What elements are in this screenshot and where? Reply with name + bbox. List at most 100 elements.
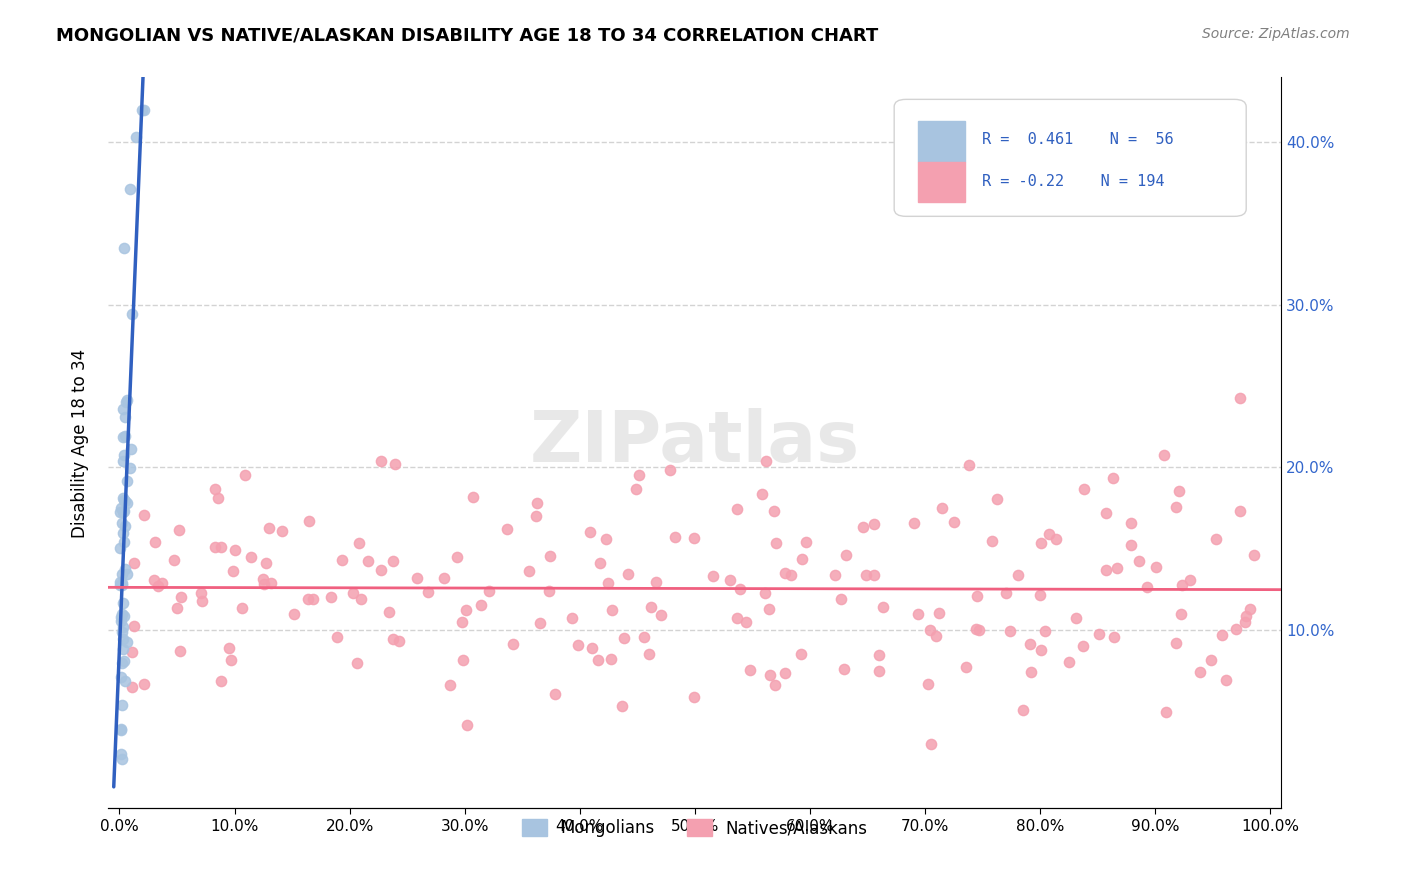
Point — [683, 690, 706, 704]
Point — [142, 573, 165, 587]
Point — [1007, 568, 1029, 582]
Point — [1000, 624, 1022, 638]
Point — [725, 502, 748, 516]
Point — [111, 656, 134, 670]
Point — [1154, 705, 1177, 719]
Point — [955, 660, 977, 674]
Point — [207, 491, 229, 505]
Point — [454, 603, 477, 617]
Point — [167, 523, 190, 537]
Point — [111, 625, 134, 640]
Point — [271, 524, 294, 539]
Point — [240, 549, 263, 564]
Point — [526, 496, 548, 510]
Point — [204, 482, 226, 496]
Point — [150, 576, 173, 591]
Point — [121, 680, 143, 694]
Point — [762, 504, 785, 518]
Bar — [918, 161, 965, 202]
Point — [1243, 549, 1265, 563]
Point — [190, 593, 212, 607]
Point — [451, 653, 474, 667]
Point — [1188, 665, 1211, 679]
Point — [357, 554, 380, 568]
Point — [222, 564, 245, 578]
Point — [120, 460, 142, 475]
Point — [664, 530, 686, 544]
Point — [111, 607, 134, 621]
Point — [111, 578, 134, 592]
Point — [382, 554, 405, 568]
Point — [121, 645, 143, 659]
Point — [108, 505, 131, 519]
Point — [1095, 506, 1118, 520]
Point — [110, 747, 132, 761]
Point — [644, 575, 666, 590]
Point — [478, 583, 501, 598]
Point — [439, 678, 461, 692]
Point — [1201, 653, 1223, 667]
Point — [1180, 573, 1202, 587]
Point — [1239, 602, 1261, 616]
Point — [190, 585, 212, 599]
Point — [610, 698, 633, 713]
Point — [792, 551, 814, 566]
Point — [377, 605, 399, 619]
Point — [170, 590, 193, 604]
Point — [114, 562, 136, 576]
Point — [257, 521, 280, 535]
Point — [920, 737, 942, 751]
Point — [450, 615, 472, 629]
Point — [1012, 703, 1035, 717]
Point — [470, 599, 492, 613]
Point — [852, 519, 875, 533]
Point — [1229, 504, 1251, 518]
Point — [370, 563, 392, 577]
Point — [765, 536, 787, 550]
Point — [298, 514, 321, 528]
Point — [302, 591, 325, 606]
Point — [1170, 607, 1192, 621]
Point — [1205, 532, 1227, 546]
Point — [416, 584, 439, 599]
FancyBboxPatch shape — [894, 99, 1246, 217]
Point — [624, 483, 647, 497]
Point — [112, 493, 135, 508]
Point — [868, 664, 890, 678]
Point — [1019, 637, 1042, 651]
Point — [1104, 630, 1126, 644]
Point — [994, 586, 1017, 600]
Bar — [918, 121, 965, 161]
Point — [132, 677, 155, 691]
Point — [108, 574, 131, 589]
Point — [627, 468, 650, 483]
Point — [115, 474, 138, 488]
Point — [110, 578, 132, 592]
Point — [599, 652, 621, 666]
Point — [110, 615, 132, 629]
Point — [120, 442, 142, 456]
Point — [751, 486, 773, 500]
Point — [114, 673, 136, 688]
Point — [986, 492, 1008, 507]
Point — [1234, 609, 1257, 624]
Point — [773, 665, 796, 680]
Text: R = -0.22    N = 194: R = -0.22 N = 194 — [983, 174, 1164, 189]
Point — [1211, 628, 1233, 642]
Point — [1170, 578, 1192, 592]
Point — [616, 566, 638, 581]
Point — [111, 566, 134, 581]
Point — [346, 656, 368, 670]
Point — [108, 541, 131, 556]
Point — [758, 602, 780, 616]
Point — [110, 723, 132, 737]
Point — [166, 601, 188, 615]
Point — [1128, 554, 1150, 568]
Point — [111, 575, 134, 590]
Point — [209, 673, 232, 688]
Point — [863, 516, 886, 531]
Point — [765, 678, 787, 692]
Point — [1045, 532, 1067, 546]
Point — [110, 669, 132, 683]
Point — [347, 535, 370, 549]
